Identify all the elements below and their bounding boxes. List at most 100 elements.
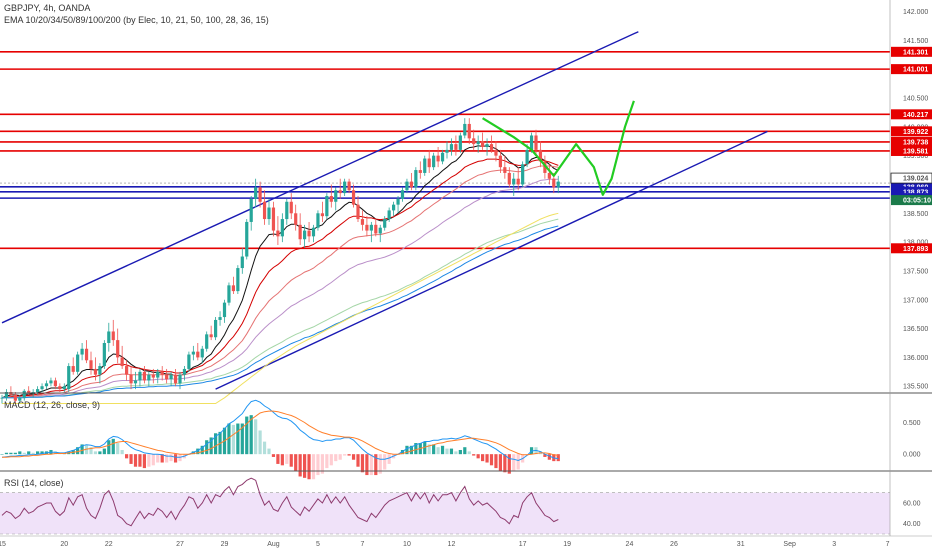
price-pane[interactable] bbox=[0, 31, 890, 404]
rsi-line bbox=[1, 477, 559, 527]
symbol-title: GBPJPY, 4h, OANDA bbox=[4, 3, 91, 13]
price-tick-label: 138.000 bbox=[903, 240, 928, 247]
candle-body bbox=[489, 144, 494, 150]
time-tick-label: 3 bbox=[832, 541, 836, 548]
macd-histogram-bar bbox=[98, 451, 102, 455]
level-tag-label: 139.738 bbox=[903, 139, 928, 146]
macd-histogram-bar bbox=[436, 447, 440, 455]
macd-histogram-bar bbox=[276, 454, 280, 464]
candle-body bbox=[320, 213, 324, 217]
candle-body bbox=[534, 135, 538, 150]
candle bbox=[0, 394, 4, 404]
macd-histogram-bar bbox=[205, 440, 209, 455]
candle bbox=[521, 161, 525, 188]
candle-body bbox=[329, 196, 333, 202]
macd-histogram-bar bbox=[4, 452, 9, 455]
candle bbox=[187, 351, 191, 372]
macd-histogram-bar bbox=[267, 448, 271, 455]
indicator-legend[interactable]: EMA 10/20/34/50/89/100/200 (by Elec, 10,… bbox=[4, 15, 269, 25]
candle bbox=[360, 210, 365, 231]
macd-histogram-bar bbox=[249, 415, 253, 455]
candle-body bbox=[347, 181, 351, 191]
price-tick-label: 137.500 bbox=[903, 268, 928, 275]
macd-histogram-bar bbox=[129, 454, 133, 464]
macd-histogram-bar bbox=[476, 454, 480, 459]
macd-histogram-bar bbox=[351, 454, 356, 460]
macd-histogram-bar bbox=[512, 454, 516, 471]
price-tick-label: 136.500 bbox=[903, 326, 928, 333]
price-tick-label: 138.500 bbox=[903, 211, 928, 218]
countdown-label: 03:05:10 bbox=[903, 198, 931, 205]
candle-body bbox=[120, 357, 124, 367]
candle bbox=[547, 164, 551, 185]
time-axis[interactable]: 15 20 22 27 29 Aug 5 7 10 12 17 19 24 26 31 Sep 3 7 bbox=[0, 541, 890, 548]
candle bbox=[440, 149, 445, 165]
candle bbox=[383, 216, 387, 231]
candle-body bbox=[44, 383, 49, 387]
candle bbox=[71, 357, 75, 375]
pane-dividers[interactable] bbox=[0, 0, 932, 537]
time-tick-label: Aug bbox=[267, 541, 280, 548]
level-tag bbox=[891, 126, 932, 137]
rsi-label[interactable]: RSI (14, close) bbox=[4, 478, 64, 488]
candle bbox=[200, 345, 204, 364]
time-tick-label: 17 bbox=[519, 541, 527, 548]
time-tick-label: 19 bbox=[563, 541, 571, 548]
candle-body bbox=[67, 366, 71, 390]
candle-body bbox=[93, 368, 98, 375]
candle-body bbox=[138, 371, 142, 381]
candle-body bbox=[84, 348, 89, 361]
time-tick-label: 7 bbox=[886, 541, 890, 548]
price-tick-label: 141.500 bbox=[903, 38, 928, 45]
macd-histogram-bar bbox=[245, 416, 249, 455]
price-axis[interactable]: 135.500 136.000 136.500 137.000 137.500 138.0… bbox=[890, 9, 932, 528]
candle bbox=[494, 141, 498, 162]
candle-body bbox=[427, 158, 431, 168]
candle-body bbox=[440, 152, 445, 162]
macd-histogram-bar bbox=[125, 454, 129, 459]
candle bbox=[432, 152, 436, 171]
candle-body bbox=[543, 161, 547, 173]
macd-histogram-bar bbox=[481, 454, 485, 462]
candle bbox=[231, 276, 235, 294]
candle-body bbox=[111, 331, 115, 341]
time-tick-label: 29 bbox=[221, 541, 229, 548]
time-tick-label: 27 bbox=[176, 541, 184, 548]
candle bbox=[116, 328, 120, 364]
candle-body bbox=[369, 224, 373, 231]
macd-histogram-bar bbox=[102, 448, 106, 455]
macd-line bbox=[1, 399, 559, 462]
candle bbox=[289, 193, 293, 220]
candle bbox=[40, 383, 44, 392]
macd-histogram-bar bbox=[196, 448, 200, 455]
candle bbox=[196, 343, 200, 361]
candle bbox=[262, 190, 267, 225]
candle bbox=[365, 216, 369, 237]
level-tag-label: 139.922 bbox=[903, 129, 928, 136]
macd-label[interactable]: MACD (12, 26, close, 9) bbox=[4, 400, 101, 410]
macd-histogram-bar bbox=[489, 454, 494, 466]
candle bbox=[303, 224, 307, 248]
candle-body bbox=[200, 348, 204, 358]
macd-histogram-bar bbox=[107, 440, 111, 455]
macd-histogram-bar bbox=[494, 454, 498, 469]
macd-histogram-bar bbox=[36, 451, 40, 455]
macd-histogram-bar bbox=[31, 452, 35, 455]
candle-body bbox=[525, 149, 529, 165]
macd-histogram-bar bbox=[111, 438, 115, 455]
candle bbox=[311, 224, 316, 243]
macd-histogram-bar bbox=[200, 445, 204, 455]
macd-histogram-bar bbox=[147, 454, 151, 467]
macd-histogram-bar bbox=[374, 454, 378, 476]
candle-body bbox=[289, 201, 293, 214]
candle-body bbox=[521, 164, 525, 185]
macd-histogram-bar bbox=[472, 454, 476, 456]
candle-body bbox=[0, 397, 4, 399]
candle-body bbox=[378, 227, 382, 234]
level-tag-label: 137.893 bbox=[903, 246, 928, 253]
macd-histogram-bar bbox=[214, 433, 218, 455]
channel-line bbox=[1, 31, 639, 324]
candle bbox=[151, 368, 155, 384]
candle bbox=[481, 132, 485, 150]
